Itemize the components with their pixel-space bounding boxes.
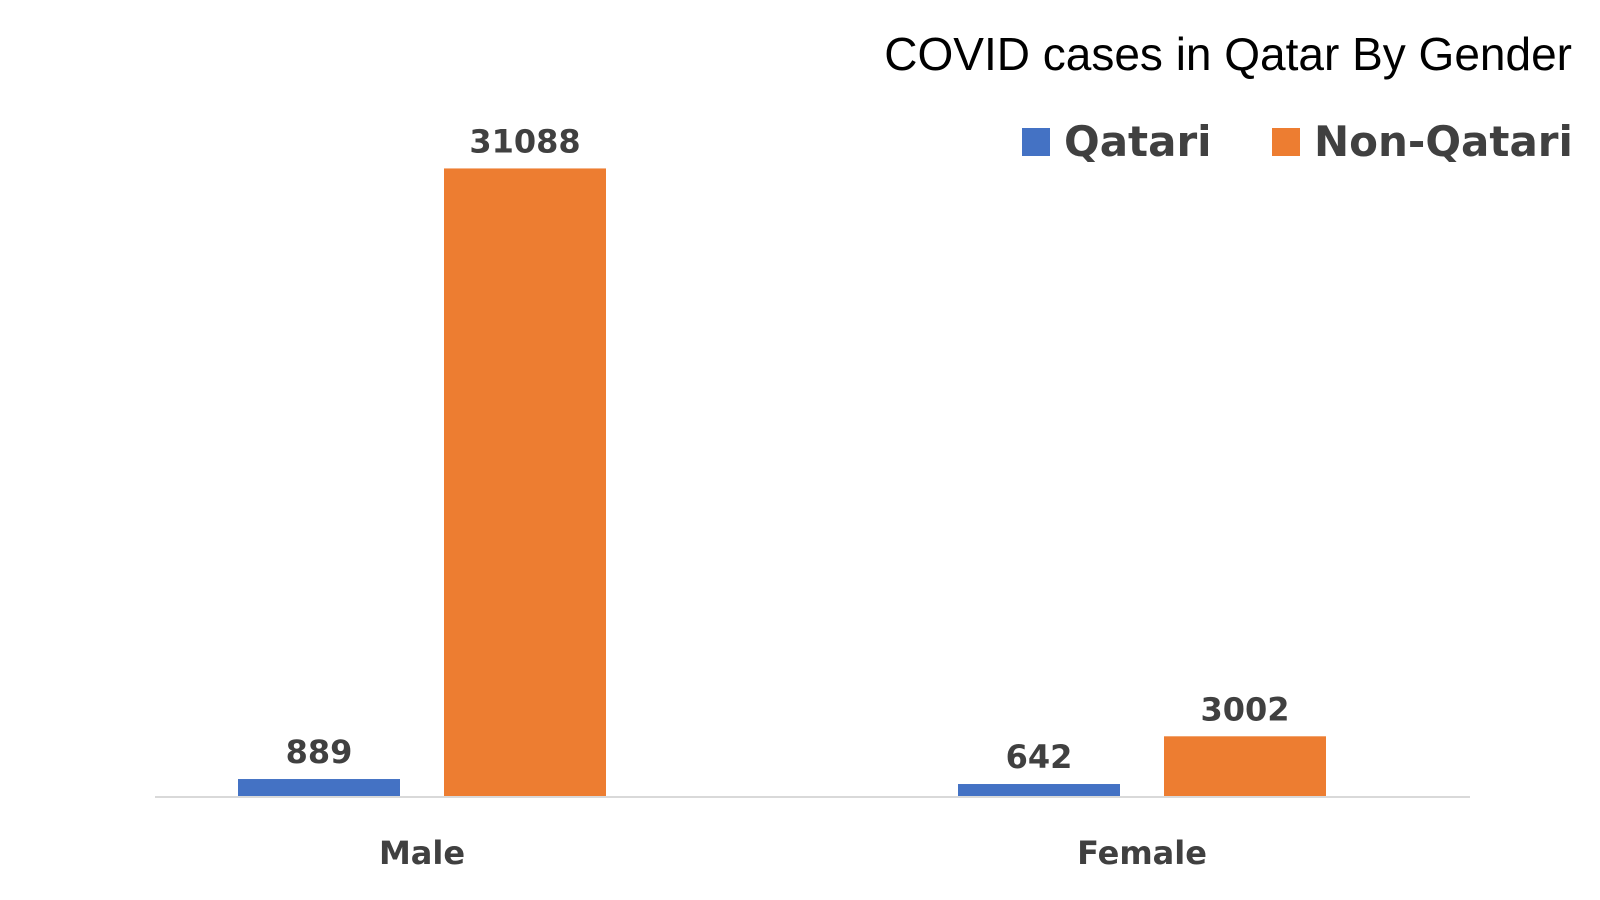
category-label-male: Male: [379, 834, 465, 872]
legend: Qatari Non-Qatari: [1022, 117, 1573, 166]
category-labels-group: Male Female: [379, 834, 1207, 872]
legend-swatch-qatari: [1022, 128, 1050, 156]
bar-non-qatari-male: [444, 168, 606, 797]
data-labels-group: 889 642 31088 3002: [286, 122, 1290, 776]
chart-title: COVID cases in Qatar By Gender: [884, 28, 1572, 80]
legend-label-non-qatari: Non-Qatari: [1314, 117, 1573, 166]
data-label-non-qatari-female: 3002: [1200, 690, 1289, 728]
bar-qatari-female: [958, 784, 1120, 797]
bar-qatari-male: [238, 779, 400, 797]
legend-swatch-non-qatari: [1272, 128, 1300, 156]
data-label-non-qatari-male: 31088: [469, 122, 580, 160]
legend-label-qatari: Qatari: [1064, 117, 1212, 166]
data-label-qatari-female: 642: [1006, 738, 1073, 776]
bar-non-qatari-female: [1164, 736, 1326, 797]
category-label-female: Female: [1077, 834, 1207, 872]
data-label-qatari-male: 889: [286, 733, 353, 771]
bars-group: [238, 168, 1326, 797]
